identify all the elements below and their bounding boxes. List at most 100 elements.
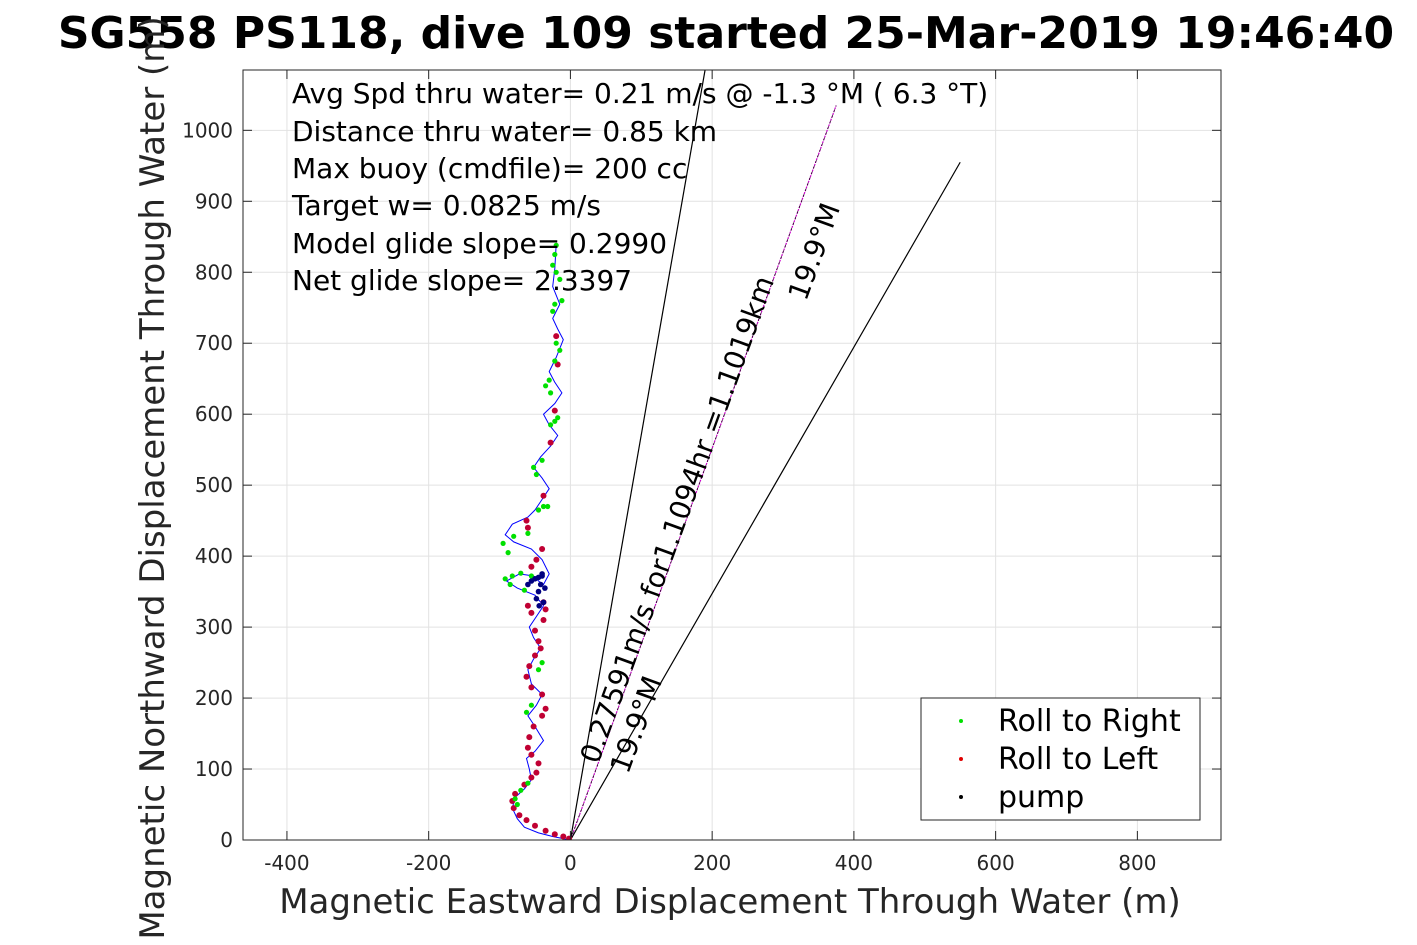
roll-left-point (535, 638, 542, 645)
x-tick-label: -400 (264, 851, 309, 875)
roll-left-point (528, 684, 535, 691)
roll-left-point (540, 492, 547, 499)
roll-left-point (547, 439, 554, 446)
roll-right-point (553, 242, 559, 248)
y-tick-label: 900 (195, 189, 233, 213)
roll-left-point (532, 652, 538, 659)
roll-left-point (551, 407, 558, 414)
y-axis-label: Magnetic Northward Displacement Through … (133, 16, 173, 939)
roll-left-point (528, 774, 535, 781)
x-tick-label: 200 (693, 851, 731, 875)
pump-point (539, 571, 545, 577)
roll-left-point (533, 769, 540, 776)
pump-point (535, 588, 542, 595)
roll-right-point (502, 576, 508, 582)
roll-right-point (500, 540, 506, 547)
roll-right-point (512, 796, 518, 802)
roll-left-point (510, 805, 517, 812)
roll-left-point (526, 663, 533, 670)
x-tick-label: 400 (835, 851, 873, 875)
roll-right-point (553, 340, 559, 346)
legend-label-pump: pump (998, 780, 1084, 815)
roll-left-point (532, 822, 538, 829)
roll-left-point (535, 760, 542, 767)
roll-left-point (512, 790, 519, 797)
pump-point (533, 595, 540, 602)
roll-left-point (542, 606, 549, 613)
roll-right-point (533, 471, 540, 478)
annotation-net-glide-slope: Net glide slope= 2.3397 (292, 264, 632, 297)
roll-right-point (539, 660, 545, 666)
roll-left-point (553, 333, 560, 340)
annotation-avg-speed: Avg Spd thru water= 0.21 m/s @ -1.3 °M (… (292, 77, 988, 110)
roll-left-point (523, 673, 530, 680)
roll-right-point (505, 550, 511, 556)
roll-right-point (535, 507, 542, 513)
roll-right-point (550, 262, 556, 268)
roll-right-point (557, 347, 563, 353)
roll-left-point (528, 751, 535, 758)
reference-line-right-bound (569, 161, 961, 840)
x-tick-label: -200 (406, 851, 451, 875)
roll-right-point (552, 418, 558, 424)
legend-marker-pump (959, 795, 963, 799)
reference-lines (569, 70, 961, 840)
pump-point (540, 599, 547, 606)
roll-right-point (523, 709, 530, 715)
roll-left-point (526, 734, 533, 741)
chart-title: SG558 PS118, dive 109 started 25-Mar-201… (58, 8, 1394, 59)
roll-left-point (528, 563, 535, 570)
pump-point (525, 581, 531, 588)
pump-point (542, 585, 548, 591)
y-tick-label: 300 (195, 615, 233, 639)
roll-left-point (524, 524, 531, 531)
reference-line-left-bound (569, 70, 706, 840)
roll-left-point (516, 812, 523, 819)
roll-left-point (539, 546, 546, 552)
roll-right-point (552, 301, 558, 307)
roll-left-point (523, 817, 530, 824)
roll-left-point (551, 831, 558, 838)
plot-frame (242, 69, 1222, 841)
x-axis-label: Magnetic Eastward Displacement Through W… (279, 882, 1181, 922)
roll-right-point (552, 358, 558, 364)
roll-right-point (518, 570, 524, 576)
roll-left-point (537, 645, 544, 652)
annotation-max-buoy: Max buoy (cmdfile)= 200 cc (292, 152, 687, 185)
legend-label-roll-right: Roll to Right (998, 704, 1181, 739)
roll-left-point (542, 827, 549, 834)
roll-right-point (535, 667, 542, 673)
roll-right-point (559, 298, 565, 304)
axis-ticks: -400 -200 0 200 400 600 800 0 100 200 300 400 500 600… (182, 70, 1221, 875)
y-tick-label: 800 (195, 260, 233, 284)
legend-marker-roll-right (959, 719, 963, 723)
roll-right-point (555, 415, 561, 421)
roll-right-point (531, 464, 537, 470)
roll-left-point (528, 609, 535, 616)
annotation-target-w: Target w= 0.0825 m/s (291, 189, 601, 222)
y-tick-label: 600 (195, 402, 233, 426)
roll-right-point (507, 581, 513, 588)
roll-right-point (546, 377, 552, 383)
roll-right-point (550, 308, 556, 314)
roll-left-point (542, 705, 549, 712)
legend-marker-roll-left (959, 757, 963, 761)
roll-right-point (528, 702, 535, 708)
roll-left-point (560, 833, 567, 840)
roll-right-point (543, 383, 549, 389)
roll-right-point (521, 587, 528, 593)
roll-right-point (548, 390, 554, 396)
annotation-distance: Distance thru water= 0.85 km (292, 115, 717, 148)
roll-left-point (540, 617, 547, 623)
y-tick-label: 700 (195, 331, 233, 355)
roll-left-point (524, 602, 531, 609)
roll-right-point (511, 533, 517, 539)
y-tick-label: 400 (195, 544, 233, 568)
roll-left-point (539, 691, 546, 698)
roll-right-point (540, 503, 547, 510)
pump-point (536, 603, 542, 609)
annotation-model-glide-slope: Model glide slope= 0.2990 (292, 227, 667, 260)
y-tick-label: 200 (195, 686, 233, 710)
roll-left-point (530, 723, 537, 730)
roll-left-point (532, 627, 538, 634)
